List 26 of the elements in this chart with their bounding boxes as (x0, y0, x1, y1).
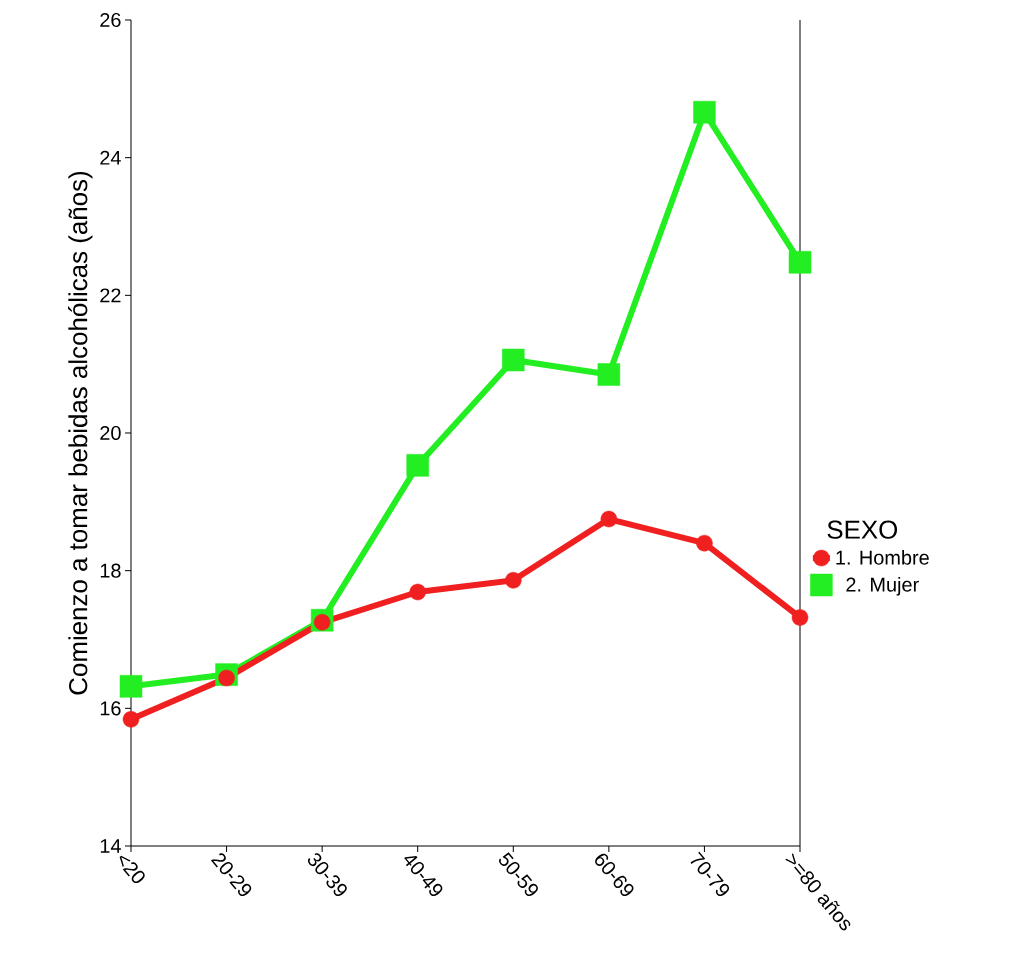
x-tick-label: <20 (119, 855, 145, 884)
point (122, 711, 140, 728)
point (218, 669, 235, 687)
point (409, 583, 426, 601)
y-tick-label: 20 (100, 425, 121, 441)
legend-label: 1. Hombre (836, 550, 929, 565)
legend-label: 2. Mujer (846, 577, 919, 596)
point (696, 534, 713, 552)
point (502, 348, 525, 372)
point (788, 251, 812, 274)
point (597, 363, 621, 386)
point (791, 609, 809, 626)
y-tick-label: 24 (100, 150, 121, 165)
y-tick-label: 18 (100, 563, 121, 578)
y-tick-label: 14 (100, 839, 121, 853)
y-tick-label: 22 (100, 288, 121, 303)
point (600, 510, 618, 528)
y-axis-title: Comienzo a tomar bebidas alcohólicas (años) (68, 171, 93, 695)
y-tick-label: 26 (100, 12, 121, 28)
point (119, 675, 143, 698)
y-tick-label: 16 (100, 701, 121, 716)
point (313, 614, 331, 631)
point (406, 454, 429, 477)
point (505, 572, 522, 589)
point (693, 100, 716, 124)
legend-title: SEXO (827, 520, 898, 539)
